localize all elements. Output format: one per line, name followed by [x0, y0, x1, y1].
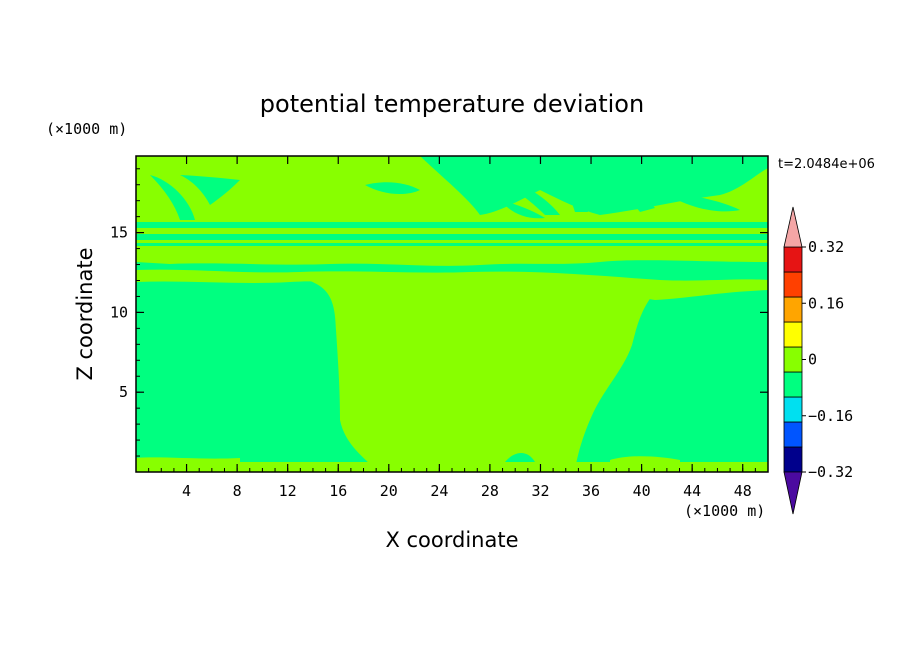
top-fan-3: [600, 175, 655, 212]
thin-band-1: [136, 228, 768, 234]
colorbar-top-arrow: [783, 206, 803, 248]
x-unit-label: (×1000 m): [684, 502, 765, 520]
x-tick-label: 20: [380, 482, 398, 500]
colorbar-swatch: [783, 246, 803, 273]
surface-strip: [136, 462, 768, 472]
colorbar: 0.32 0.16 0 −0.16 −0.32: [783, 206, 853, 515]
surface-bump-right: [610, 456, 680, 466]
thin-band-2: [136, 240, 768, 243]
top-arc-2: [180, 175, 240, 205]
colorbar-swatch: [783, 421, 803, 448]
plot-area: [136, 156, 768, 472]
surface-cool-patch: [505, 453, 535, 462]
y-tick-label: 5: [119, 383, 128, 401]
x-tick-label: 12: [279, 482, 297, 500]
top-patch-left: [136, 156, 768, 222]
x-tick-label: 8: [233, 482, 242, 500]
top-fan-1: [480, 170, 560, 215]
mid-band: [136, 269, 768, 300]
x-tick-label: 40: [633, 482, 651, 500]
top-arc-3: [365, 182, 420, 195]
top-fan-2: [540, 165, 588, 212]
colorbar-swatch: [783, 321, 803, 348]
y-tick-label: 10: [110, 303, 128, 321]
x-tick-label: 4: [182, 482, 191, 500]
x-tick-label: 48: [734, 482, 752, 500]
x-axis-label: X coordinate: [385, 528, 518, 552]
colorbar-swatch: [783, 271, 803, 298]
colorbar-label: −0.16: [808, 407, 853, 425]
colorbar-label: 0.32: [808, 238, 844, 256]
colorbar-swatch: [783, 346, 803, 373]
x-tick-label: 32: [531, 482, 549, 500]
y-unit-label: (×1000 m): [46, 120, 127, 138]
x-tick-label: 24: [430, 482, 448, 500]
colorbar-swatch: [783, 446, 803, 473]
y-axis: 5 10 15: [110, 168, 768, 457]
y-axis-label: Z coordinate: [73, 247, 97, 380]
colorbar-label: 0.16: [808, 294, 844, 312]
upper-band: [136, 246, 768, 266]
x-axis: 4 8 12 16 20 24 28 32 36 40 44 48: [148, 156, 756, 500]
x-tick-label: 28: [481, 482, 499, 500]
colorbar-label: 0: [808, 351, 817, 369]
x-tick-label: 16: [329, 482, 347, 500]
x-tick-label: 36: [582, 482, 600, 500]
colorbar-swatch: [783, 371, 803, 398]
x-tick-label: 44: [683, 482, 701, 500]
chart-title: potential temperature deviation: [260, 90, 644, 118]
colorbar-label: −0.32: [808, 463, 853, 481]
surface-bump-left: [136, 457, 240, 466]
central-plume: [300, 276, 655, 470]
top-fan-5: [500, 200, 545, 219]
time-label: t=2.0484e+06: [778, 157, 875, 172]
colorbar-bottom-arrow: [783, 471, 803, 515]
top-arc-1: [150, 175, 195, 220]
colorbar-swatch: [783, 396, 803, 423]
colorbar-swatch: [783, 296, 803, 323]
y-tick-label: 15: [110, 224, 128, 242]
top-fan-4: [660, 190, 740, 212]
